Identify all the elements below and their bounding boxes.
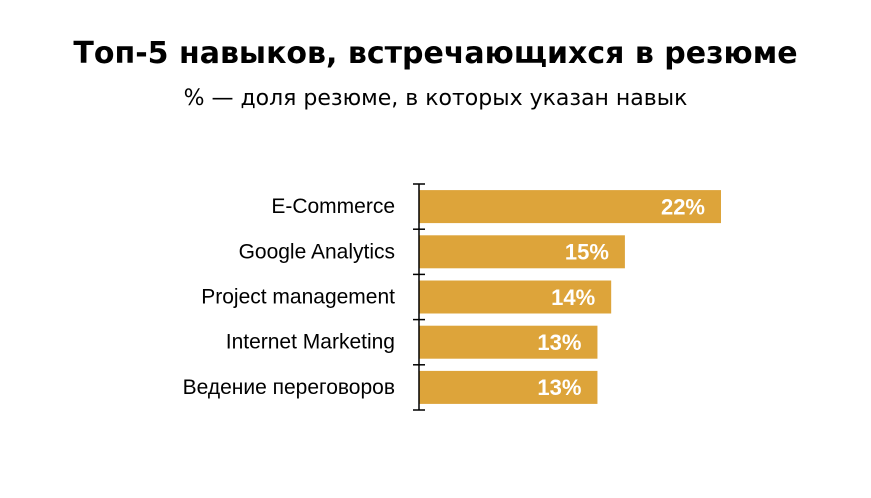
bar (419, 280, 612, 314)
chart-title: Топ-5 навыков, встречающихся в резюме (73, 36, 798, 71)
category-label: E-Commerce (271, 195, 395, 218)
value-labels: 22% 15% 14% 13% 13% (537, 194, 705, 400)
bars-group (419, 190, 721, 404)
value-label: 22% (661, 194, 705, 219)
bar (419, 370, 598, 404)
category-label: Internet Marketing (226, 331, 395, 354)
chart-subtitle: % — доля резюме, в которых указан навык (183, 86, 688, 111)
value-label: 13% (537, 375, 581, 400)
bar (419, 325, 598, 359)
value-label: 15% (565, 240, 609, 265)
category-label: Google Analytics (239, 240, 395, 263)
y-axis (413, 183, 425, 411)
bar (419, 190, 721, 224)
category-label: Project management (201, 286, 395, 309)
category-labels: E-Commerce Google Analytics Project manage… (183, 195, 396, 399)
bar (419, 235, 625, 269)
value-label: 13% (537, 330, 581, 355)
value-label: 14% (551, 285, 595, 310)
category-label: Ведение переговоров (183, 376, 395, 399)
